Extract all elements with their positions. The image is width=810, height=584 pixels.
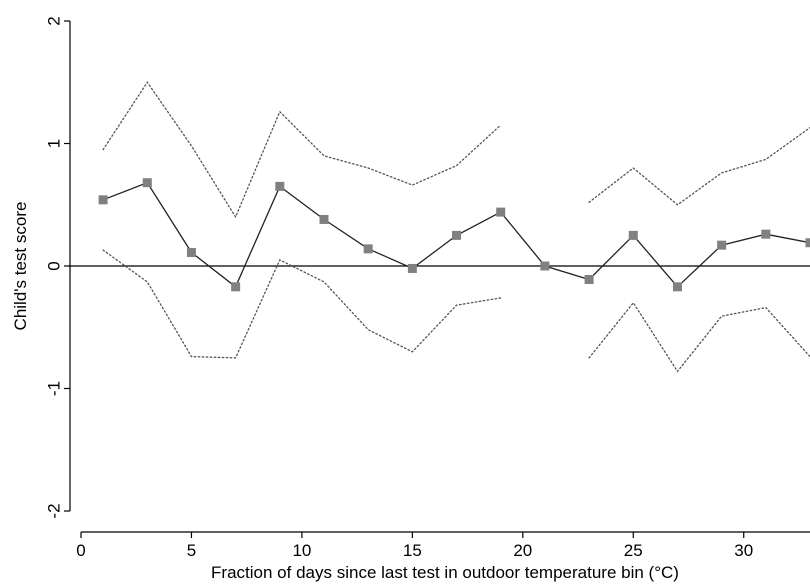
estimate-point — [407, 263, 417, 273]
estimate-point — [142, 178, 152, 188]
lower-bound-line — [102, 249, 502, 359]
x-tick-label: 5 — [187, 541, 196, 560]
y-tick-label: -1 — [45, 381, 64, 396]
estimate-point — [452, 230, 462, 240]
estimate-point — [717, 240, 727, 250]
estimate-point — [805, 238, 810, 248]
estimate-point — [540, 261, 550, 271]
estimate-point — [672, 282, 682, 292]
estimate-point — [275, 181, 285, 191]
y-axis-label: Child's test score — [11, 202, 30, 331]
y-tick-label: 2 — [45, 16, 64, 25]
estimate-point — [584, 274, 594, 284]
estimate-point — [98, 195, 108, 205]
estimate-point — [363, 244, 373, 254]
x-tick-label: 10 — [292, 541, 311, 560]
y-tick-label: -2 — [45, 503, 64, 518]
y-tick-label: 0 — [45, 261, 64, 270]
x-axis-label: Fraction of days since last test in outd… — [211, 563, 679, 582]
axes — [64, 20, 810, 538]
estimate-point — [186, 248, 196, 258]
lower-bound-line — [588, 301, 810, 373]
x-tick-label: 30 — [734, 541, 753, 560]
estimate-point — [628, 230, 638, 240]
x-tick-label: 20 — [513, 541, 532, 560]
estimate-point — [761, 229, 771, 239]
estimate-point — [319, 214, 329, 224]
estimate-point — [231, 282, 241, 292]
upper-bound-line — [588, 126, 810, 206]
x-tick-label: 25 — [624, 541, 643, 560]
y-tick-label: 1 — [45, 139, 64, 148]
estimate-point — [496, 207, 506, 217]
x-tick-label: 0 — [76, 541, 85, 560]
x-tick-label: 15 — [403, 541, 422, 560]
estimate-series — [98, 178, 810, 292]
confidence-bounds — [102, 81, 810, 373]
upper-bound-line — [102, 81, 502, 219]
